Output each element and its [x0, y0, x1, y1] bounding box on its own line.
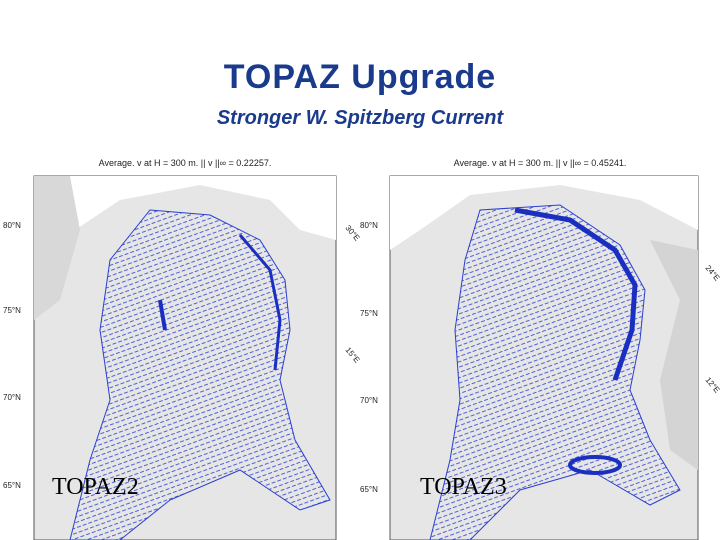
- lat-label: 80°N: [3, 221, 21, 230]
- lon-label: 30°E: [343, 224, 361, 243]
- lat-label: 75°N: [360, 309, 378, 318]
- lon-label: 24°E: [703, 264, 720, 283]
- subtitle: Stronger W. Spitzberg Current: [217, 107, 505, 129]
- lon-label: 12°E: [703, 376, 720, 395]
- map-left: [33, 175, 337, 540]
- map-right: [389, 175, 699, 540]
- lat-label: 65°N: [3, 481, 21, 490]
- lat-label: 75°N: [3, 306, 21, 315]
- title: TOPAZ Upgrade: [224, 58, 496, 96]
- panel-header: Average. v at H = 300 m. || v ||∞ = 0.45…: [454, 158, 627, 168]
- lat-label: 80°N: [360, 221, 378, 230]
- lat-label: 70°N: [3, 393, 21, 402]
- lat-label: 65°N: [360, 485, 378, 494]
- lon-label: 15°E: [343, 346, 361, 365]
- panel-label: TOPAZ3: [420, 474, 507, 500]
- panel-label: TOPAZ2: [52, 474, 139, 500]
- panel-header: Average. v at H = 300 m. || v ||∞ = 0.22…: [99, 158, 272, 168]
- lat-label: 70°N: [360, 396, 378, 405]
